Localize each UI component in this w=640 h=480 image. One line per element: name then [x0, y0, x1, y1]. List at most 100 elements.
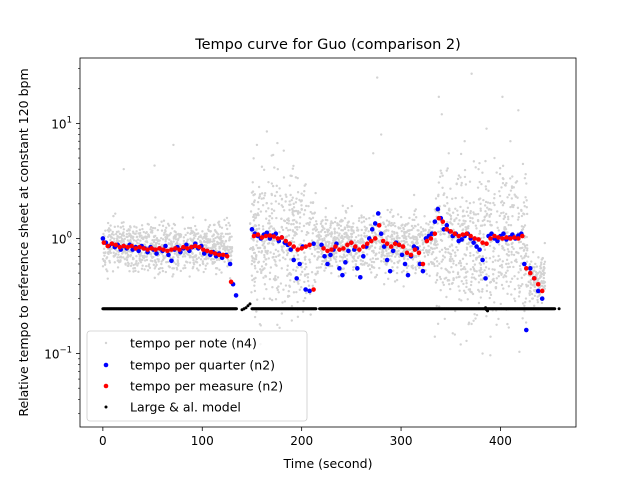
note-point — [498, 190, 501, 193]
data-point — [169, 247, 174, 252]
note-point — [352, 268, 355, 272]
note-point — [326, 233, 330, 236]
note-point — [523, 273, 526, 277]
note-point — [262, 297, 266, 300]
note-point — [118, 236, 121, 239]
note-point — [330, 220, 333, 223]
note-point — [535, 265, 539, 268]
note-point — [284, 193, 287, 196]
note-point — [286, 268, 289, 272]
note-point — [149, 259, 153, 262]
note-point — [206, 262, 209, 265]
data-point — [204, 248, 210, 254]
data-point — [145, 247, 150, 252]
note-point — [295, 197, 298, 200]
note-point — [489, 354, 492, 357]
note-point — [457, 275, 461, 279]
note-point — [343, 254, 346, 257]
note-point — [463, 168, 467, 172]
note-point — [393, 221, 396, 225]
note-point — [179, 269, 182, 273]
note-point — [488, 296, 491, 300]
note-point — [465, 210, 469, 213]
note-point — [316, 239, 320, 242]
note-point — [125, 251, 129, 255]
note-point — [288, 184, 291, 187]
note-point — [359, 259, 363, 262]
note-point — [192, 258, 195, 262]
note-point — [263, 255, 266, 259]
note-point — [456, 177, 460, 181]
note-point — [489, 291, 492, 294]
note-point — [452, 259, 455, 263]
note-point — [293, 280, 296, 284]
data-point — [477, 247, 482, 252]
note-point — [285, 235, 289, 238]
note-point — [321, 239, 324, 242]
note-point — [270, 202, 273, 205]
note-point — [292, 202, 295, 206]
x-tick-label: 0 — [99, 434, 107, 448]
data-point — [358, 274, 363, 280]
note-point — [493, 203, 496, 207]
data-point — [157, 246, 162, 251]
note-point — [487, 274, 490, 278]
note-point — [127, 228, 130, 231]
data-point — [468, 233, 473, 239]
note-point — [214, 236, 217, 240]
note-point — [274, 297, 278, 301]
note-point — [277, 254, 280, 257]
note-point — [505, 280, 508, 283]
data-point — [113, 242, 119, 248]
note-point — [434, 197, 438, 200]
note-point — [270, 182, 274, 185]
note-point — [489, 280, 493, 284]
note-point — [447, 152, 450, 155]
data-point — [520, 233, 525, 239]
note-point — [387, 229, 390, 232]
note-point — [506, 248, 510, 251]
data-point — [228, 279, 234, 285]
note-point — [274, 200, 278, 203]
note-point — [292, 164, 295, 168]
note-point — [472, 211, 475, 214]
note-point — [186, 231, 189, 235]
note-point — [146, 269, 150, 272]
data-point — [137, 244, 142, 250]
series-layer — [100, 72, 561, 357]
note-point — [205, 237, 208, 240]
note-point — [186, 261, 189, 264]
note-point — [135, 259, 138, 263]
note-point — [253, 260, 256, 264]
note-point — [269, 251, 272, 254]
note-point — [260, 197, 263, 200]
note-point — [176, 256, 180, 259]
note-point — [523, 304, 526, 307]
note-point — [438, 205, 441, 208]
plot-frame — [79, 57, 577, 428]
note-point — [481, 171, 484, 174]
note-point — [521, 283, 524, 286]
note-point — [380, 255, 383, 258]
note-point — [335, 260, 338, 264]
note-point — [320, 255, 323, 259]
note-point — [154, 216, 157, 219]
note-point — [158, 271, 161, 274]
note-point — [154, 241, 158, 245]
note-point — [142, 230, 145, 234]
note-point — [156, 239, 160, 243]
note-point — [512, 204, 516, 207]
note-point — [290, 319, 294, 322]
note-point — [199, 235, 203, 239]
data-point — [255, 232, 261, 237]
note-point — [222, 247, 225, 251]
note-point — [251, 259, 254, 262]
note-point — [377, 239, 380, 243]
data-point — [435, 206, 441, 212]
note-point — [262, 168, 266, 172]
note-point — [453, 309, 457, 313]
note-point — [540, 258, 544, 261]
note-point — [228, 232, 231, 235]
note-point — [255, 214, 258, 217]
note-point — [206, 246, 210, 249]
